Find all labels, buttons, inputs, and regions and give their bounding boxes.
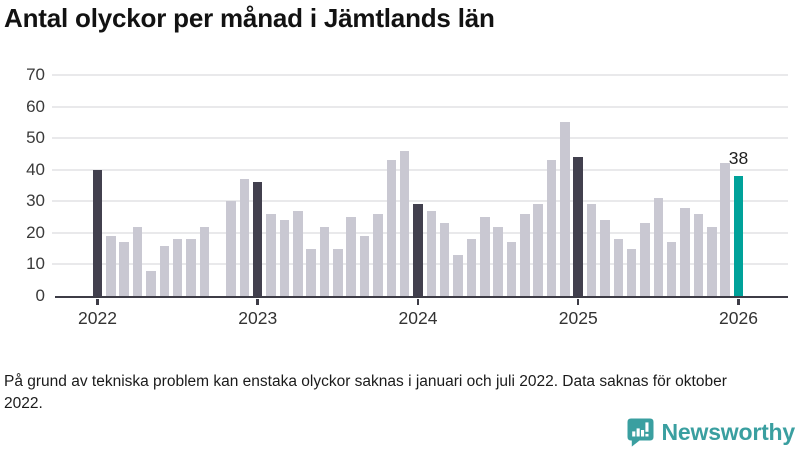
bar-2025-10: [693, 213, 704, 296]
gridline: [52, 168, 788, 171]
bar-2026-01: [733, 176, 744, 296]
bar-2023-04: [293, 210, 303, 296]
bar-2025-04: [613, 239, 624, 296]
x-tick-mark: [737, 298, 740, 305]
bar-2022-04: [132, 226, 143, 296]
newsworthy-wordmark: Newsworthy: [661, 419, 796, 445]
bar-2023-07: [333, 248, 343, 296]
bar-2025-09: [680, 207, 690, 296]
bar-2023-05: [306, 248, 316, 296]
bar-2024-02: [426, 210, 437, 296]
bar-2023-02: [266, 213, 276, 296]
gridline: [52, 105, 788, 108]
x-tick-label: 2023: [238, 308, 278, 328]
x-tick-mark: [256, 298, 259, 305]
bar-2023-01: [252, 182, 263, 296]
y-tick-label: 10: [26, 254, 45, 274]
gridline: [52, 137, 788, 140]
y-axis: 0 10 20 30 40 50 60 70: [0, 65, 45, 305]
bar-2023-09: [359, 236, 370, 296]
bar-2023-10: [373, 213, 383, 296]
gridline: [52, 200, 788, 203]
bar-2022-11: [226, 201, 236, 296]
bar-2024-12: [560, 122, 570, 296]
bar-2024-11: [546, 160, 557, 296]
bar-2024-08: [506, 242, 517, 296]
chart-title: Antal olyckor per månad i Jämtlands län: [4, 3, 495, 33]
y-tick-label: 30: [26, 191, 45, 211]
x-tick-mark: [96, 298, 99, 305]
bar-2023-12: [399, 150, 410, 296]
bar-2022-08: [186, 239, 196, 296]
plot-area: 2022 2023 2024 2025 2026 38: [52, 74, 788, 328]
bar-2024-10: [533, 204, 543, 296]
newsworthy-logo: Newsworthy: [627, 418, 795, 447]
bar-2022-06: [159, 245, 170, 296]
x-tick-mark: [576, 298, 580, 305]
bar-2025-08: [666, 242, 677, 296]
bar-2022-07: [172, 239, 183, 296]
y-tick-label: 40: [26, 159, 45, 179]
bar-2022-02: [106, 236, 116, 296]
bar-2022-05: [146, 270, 156, 296]
x-tick-mark: [416, 298, 420, 305]
bar-2025-12: [720, 163, 730, 296]
gridline: [52, 74, 788, 76]
bar-2025-07: [653, 198, 664, 296]
bar-chart-speech-bubble-icon: [627, 418, 654, 447]
bar-2024-07: [493, 226, 503, 296]
footnote: På grund av tekniska problem kan enstaka…: [4, 373, 727, 412]
bar-2022-01: [92, 169, 103, 296]
bar-2025-05: [626, 248, 637, 296]
x-tick-label: 2026: [719, 308, 758, 328]
bar-2025-03: [600, 220, 610, 296]
y-tick-label: 20: [26, 222, 45, 242]
bar-2025-02: [586, 204, 597, 296]
bar-2025-01: [573, 157, 583, 296]
bar-2024-01: [413, 204, 423, 296]
x-tick-label: 2025: [558, 308, 598, 328]
y-tick-label: 0: [35, 286, 45, 305]
bar-2024-09: [520, 213, 530, 296]
y-tick-label: 60: [26, 96, 45, 116]
bar-2024-05: [466, 239, 477, 296]
x-tick-label: 2022: [78, 308, 117, 328]
bar-2023-11: [386, 160, 397, 296]
x-tick-label: 2024: [398, 308, 438, 328]
y-tick-label: 70: [26, 65, 45, 84]
bar-2023-06: [319, 226, 330, 296]
bar-2023-08: [346, 217, 356, 296]
bar-2022-09: [199, 226, 210, 296]
bar-2022-03: [119, 242, 129, 296]
bar-2024-06: [480, 217, 490, 296]
latest-value-label: 38: [728, 148, 749, 169]
bar-2025-06: [640, 223, 650, 296]
bar-2022-12: [239, 179, 250, 296]
bar-2024-04: [453, 254, 463, 296]
bar-2024-03: [439, 223, 450, 296]
bar-2023-03: [279, 220, 290, 296]
y-tick-label: 50: [26, 128, 45, 148]
bar-2025-11: [707, 226, 717, 296]
